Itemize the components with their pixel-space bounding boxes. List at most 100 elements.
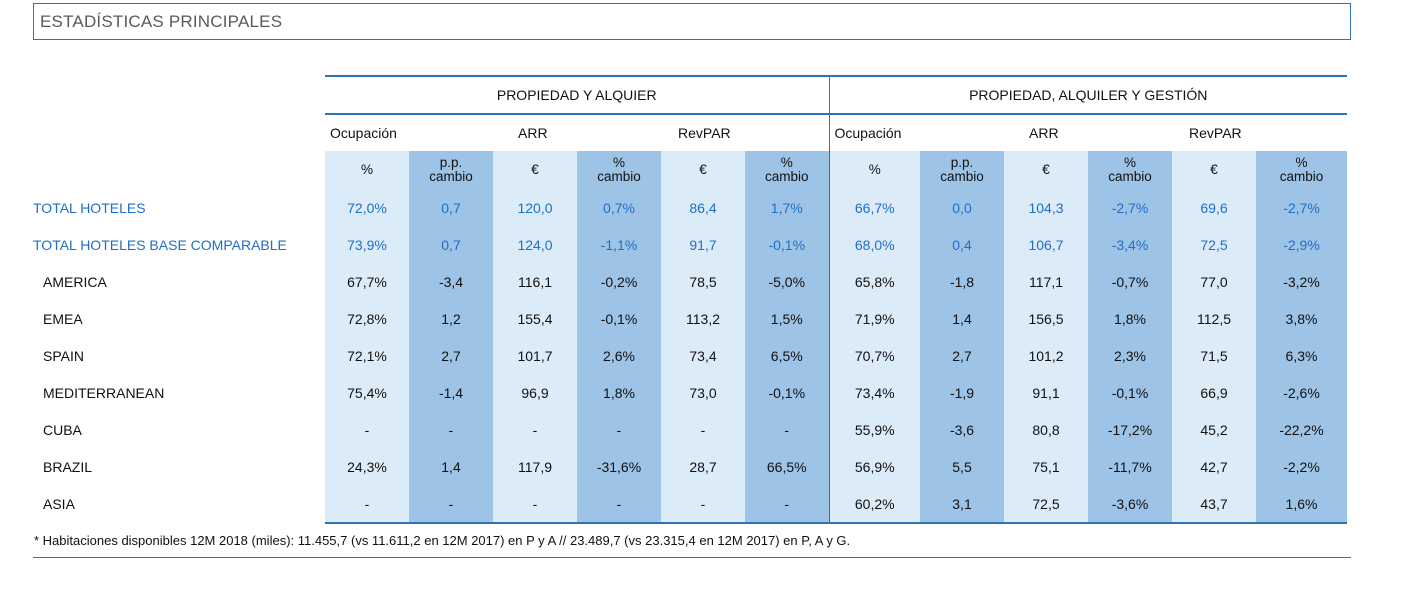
table-cell: 3,8%: [1256, 300, 1347, 337]
table-cell: 45,2: [1172, 411, 1256, 448]
row-label: CUBA: [43, 421, 82, 438]
table-cell: -1,9: [920, 374, 1004, 411]
table-cell: 71,5: [1172, 337, 1256, 374]
table-cell: 86,4: [661, 189, 745, 226]
table-cell: 155,4: [493, 300, 577, 337]
unit-header-cell: €: [493, 151, 577, 189]
table-cell: 5,5: [920, 448, 1004, 485]
metric-header-row: Ocupación ARR RevPAR Ocupación ARR RevPA…: [33, 114, 1347, 151]
table-cell: -: [745, 485, 829, 524]
table-cell: 73,4%: [828, 374, 920, 411]
table-cell: 124,0: [493, 226, 577, 263]
table-row: CUBA - - - - - -55,9% -3,6 80,8 -17,2% 45,2 -22,2%: [33, 411, 1347, 448]
unit-label: %: [868, 162, 881, 177]
table-cell: 1,8%: [1088, 300, 1172, 337]
unit-label: €: [699, 162, 707, 177]
row-label: TOTAL HOTELES: [33, 199, 146, 216]
unit-sublabel: cambio: [764, 169, 809, 184]
table-cell: 0,4: [920, 226, 1004, 263]
metric-header-revpar: RevPAR: [678, 125, 731, 141]
table-cell: 72,0%: [325, 189, 409, 226]
table-cell: 70,7%: [828, 337, 920, 374]
table-cell: 2,7: [409, 337, 493, 374]
table-cell: 72,1%: [325, 337, 409, 374]
table-row: AMERICA 67,7% -3,4 116,1 -0,2% 78,5 -5,0% 65,8%…: [33, 263, 1347, 300]
table-cell: 104,3: [1004, 189, 1088, 226]
unit-header-cell: % cambio: [1256, 151, 1347, 189]
table-cell: -: [409, 411, 493, 448]
table-cell: 56,9%: [828, 448, 920, 485]
table-cell: -22,2%: [1256, 411, 1347, 448]
table-cell: 28,7: [661, 448, 745, 485]
group-header-propiedad-alquiler-gestion: PROPIEDAD, ALQUILER Y GESTIÓN: [828, 75, 1347, 115]
table-cell: -2,9%: [1256, 226, 1347, 263]
unit-sublabel: cambio: [1279, 169, 1324, 184]
table-cell: -0,1%: [745, 374, 829, 411]
unit-label: p.p.: [950, 155, 974, 170]
table-cell: -1,4: [409, 374, 493, 411]
row-label: TOTAL HOTELES BASE COMPARABLE: [33, 236, 287, 253]
unit-header-cell: %: [325, 151, 409, 189]
table-cell: 67,7%: [325, 263, 409, 300]
table-cell: 66,7%: [828, 189, 920, 226]
table-cell: 91,1: [1004, 374, 1088, 411]
table-cell: 0,7%: [577, 189, 661, 226]
table-row: TOTAL HOTELES BASE COMPARABLE 73,9% 0,7 124…: [33, 226, 1347, 263]
table-cell: 2,3%: [1088, 337, 1172, 374]
table-cell: 3,1: [920, 485, 1004, 524]
table-cell: 2,6%: [577, 337, 661, 374]
row-label: AMERICA: [43, 273, 107, 290]
table-cell: -3,2%: [1256, 263, 1347, 300]
header-blank: [33, 76, 325, 114]
table-cell: -17,2%: [1088, 411, 1172, 448]
table-cell: 96,9: [493, 374, 577, 411]
unit-header-cell: €: [1004, 151, 1088, 189]
table-cell: -31,6%: [577, 448, 661, 485]
group-header-propiedad-alquiler: PROPIEDAD Y ALQUIER: [325, 75, 829, 115]
table-cell: -2,2%: [1256, 448, 1347, 485]
table-cell: 42,7: [1172, 448, 1256, 485]
unit-header-row: % p.p. cambio € % cambio € % cambio% p.p. cambio €%…: [33, 151, 1347, 189]
table-cell: -2,6%: [1256, 374, 1347, 411]
unit-label: €: [1210, 162, 1218, 177]
unit-label: p.p.: [439, 155, 463, 170]
unit-label: %: [612, 155, 625, 170]
table-cell: 1,4: [409, 448, 493, 485]
table-cell: 69,6: [1172, 189, 1256, 226]
table-cell: -3,4: [409, 263, 493, 300]
table-row: EMEA 72,8% 1,2 155,4 -0,1% 113,2 1,5% 71,9% 1,4 1…: [33, 300, 1347, 337]
table-cell: -: [661, 411, 745, 448]
table-cell: 1,8%: [577, 374, 661, 411]
table-cell: 1,2: [409, 300, 493, 337]
table-cell: -0,2%: [577, 263, 661, 300]
table-row: ASIA - - - - - -60,2% 3,1 72,5 -3,6% 43,7 1,6%: [33, 485, 1347, 524]
row-label: ASIA: [43, 496, 75, 512]
table-cell: 75,1: [1004, 448, 1088, 485]
table-cell: 1,6%: [1256, 485, 1347, 524]
table-cell: -: [745, 411, 829, 448]
table-cell: 101,2: [1004, 337, 1088, 374]
table-row: MEDITERRANEAN 75,4% -1,4 96,9 1,8% 73,0 -0,1% 7…: [33, 374, 1347, 411]
table-cell: -0,7%: [1088, 263, 1172, 300]
footnote-text: * Habitaciones disponibles 12M 2018 (mil…: [34, 533, 851, 548]
table-cell: -0,1%: [745, 226, 829, 263]
unit-label: €: [531, 162, 539, 177]
metric-header-revpar: RevPAR: [1189, 125, 1242, 141]
metric-header-arr: ARR: [518, 125, 548, 141]
unit-header-cell: % cambio: [745, 151, 829, 189]
row-label: MEDITERRANEAN: [43, 384, 165, 401]
table-cell: 113,2: [661, 300, 745, 337]
table-cell: 2,7: [920, 337, 1004, 374]
table-cell: -: [577, 411, 661, 448]
table-cell: 0,7: [409, 189, 493, 226]
table-cell: -2,7%: [1256, 189, 1347, 226]
group-header-row: PROPIEDAD Y ALQUIER PROPIEDAD, ALQUILER …: [33, 75, 1347, 115]
unit-label: %: [1123, 155, 1136, 170]
metric-header-arr: ARR: [1029, 125, 1059, 141]
table-cell: -5,0%: [745, 263, 829, 300]
table-cell: 6,5%: [745, 337, 829, 374]
table-cell: 73,0: [661, 374, 745, 411]
row-label: BRAZIL: [43, 458, 93, 475]
table-cell: 117,9: [493, 448, 577, 485]
table-cell: -1,1%: [577, 226, 661, 263]
